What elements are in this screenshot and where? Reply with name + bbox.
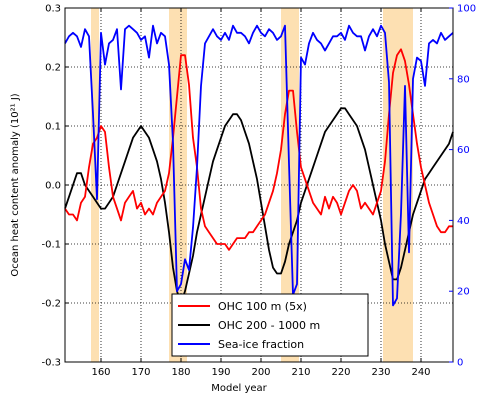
y-axis-right: 0 20 40 60 80 100 <box>449 4 476 369</box>
y2-tick-label: 100 <box>457 4 476 15</box>
x-tick-label: 230 <box>371 367 390 378</box>
y-tick-label: 0.1 <box>45 122 61 133</box>
legend-label-1: OHC 100 m (5x) <box>218 300 307 313</box>
y-tick-label: 0.2 <box>45 63 61 74</box>
series-line-2 <box>64 107 454 304</box>
series-lines <box>64 24 454 307</box>
x-tick-label: 190 <box>211 367 230 378</box>
y2-tick-label: 20 <box>457 287 470 298</box>
y2-tick-label: 60 <box>457 145 470 156</box>
legend-label-3: Sea-ice fraction <box>218 338 304 351</box>
y-axis-label: Ocean heat content anomaly (10²¹ J) <box>10 93 21 276</box>
x-axis-label: Model year <box>211 383 267 394</box>
x-tick-label: 200 <box>251 367 270 378</box>
series-line-1 <box>64 48 453 251</box>
y-axis-left: -0.3 -0.2 -0.1 0.0 0.1 0.2 0.3 <box>41 4 69 369</box>
y2-tick-label: 40 <box>457 216 470 227</box>
x-tick-label: 160 <box>91 367 110 378</box>
x-tick-label: 170 <box>131 367 150 378</box>
y-tick-label: 0.3 <box>45 4 61 15</box>
y-tick-label: 0.0 <box>45 181 61 192</box>
legend: OHC 100 m (5x) OHC 200 - 1000 m Sea-ice fr… <box>171 293 369 357</box>
x-axis: 160 170 180 190 200 210 220 230 240 <box>91 8 431 378</box>
x-tick-label: 240 <box>411 367 430 378</box>
x-tick-label: 210 <box>291 367 310 378</box>
y2-tick-label: 80 <box>457 74 470 85</box>
series-line-3 <box>64 24 454 307</box>
legend-label-2: OHC 200 - 1000 m <box>218 319 320 332</box>
x-tick-label: 180 <box>171 367 190 378</box>
y-tick-label: -0.2 <box>41 299 61 310</box>
y-tick-label: -0.3 <box>41 358 61 369</box>
y-tick-label: -0.1 <box>41 240 61 251</box>
x-tick-label: 220 <box>331 367 350 378</box>
y2-tick-label: 0 <box>457 358 463 369</box>
